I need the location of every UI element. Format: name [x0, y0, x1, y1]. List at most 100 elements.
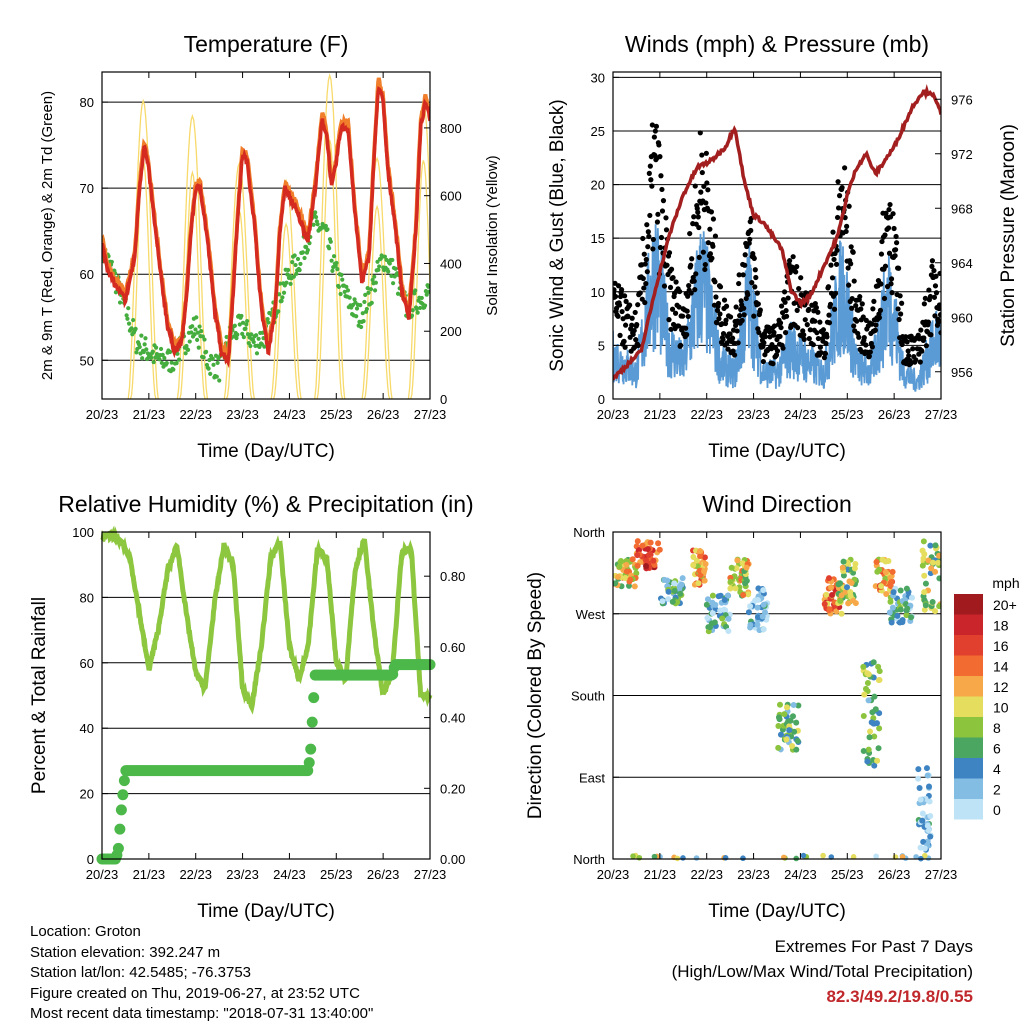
gust-point [935, 319, 941, 325]
direction-point [728, 564, 735, 571]
gust-point [888, 281, 894, 287]
y-tick-label: 100 [72, 525, 94, 540]
gust-point [729, 335, 736, 341]
dewpoint-point [201, 355, 206, 360]
dewpoint-point [410, 308, 415, 313]
x-tick-label: 21/23 [644, 867, 677, 882]
direction-point [821, 601, 828, 608]
direction-point [920, 838, 927, 845]
x-tick-label: 20/23 [86, 407, 119, 422]
direction-point [733, 565, 740, 572]
x-tick-label: 26/23 [878, 867, 911, 882]
gust-point [615, 283, 622, 289]
direction-point [760, 626, 767, 633]
direction-point [866, 734, 873, 741]
gust-point [723, 317, 729, 323]
gust-point [766, 329, 773, 335]
gust-point [742, 252, 748, 258]
direction-point [674, 599, 681, 606]
gust-point [698, 189, 704, 195]
direction-point [917, 796, 924, 803]
gust-point [755, 301, 761, 307]
gust-point [622, 344, 628, 350]
gust-point [782, 299, 788, 305]
legend-swatch [954, 717, 983, 738]
direction-point [639, 542, 646, 549]
gust-point [731, 340, 737, 346]
direction-point [760, 587, 767, 594]
gust-point [745, 292, 751, 298]
legend-label: 20+ [993, 597, 1017, 613]
dewpoint-point [211, 362, 216, 367]
gust-point [932, 283, 939, 289]
gust-point [931, 267, 937, 274]
direction-point [793, 719, 800, 726]
gust-point [897, 293, 903, 299]
direction-point [677, 590, 684, 597]
direction-point [932, 608, 939, 615]
dewpoint-point [162, 355, 167, 361]
gust-point [794, 307, 800, 313]
dewpoint-point [313, 215, 319, 220]
gust-point [778, 324, 784, 331]
dewpoint-point [336, 284, 342, 290]
dewpoint-point [373, 280, 378, 285]
gust-point [741, 312, 747, 318]
direction-point [725, 628, 732, 635]
gust-point [756, 329, 762, 335]
dewpoint-point [329, 258, 334, 263]
direction-point [701, 577, 708, 584]
gust-point [654, 219, 661, 225]
legend-swatch [954, 799, 983, 820]
dewpoint-point [297, 268, 302, 273]
gust-point [643, 256, 649, 263]
direction-point [727, 585, 734, 592]
direction-point [872, 706, 879, 713]
gust-point [896, 316, 902, 323]
gust-point [747, 236, 753, 242]
gust-point [773, 352, 780, 358]
direction-point [634, 538, 641, 545]
direction-point [760, 601, 767, 608]
dewpoint-point [176, 357, 182, 362]
dewpoint-point [393, 266, 398, 271]
gust-point [741, 305, 747, 311]
extremes-values: 82.3/49.2/19.8/0.55 [826, 987, 973, 1006]
gust-point [691, 214, 697, 220]
direction-point [826, 606, 833, 613]
gust-point [712, 233, 719, 239]
gust-point [787, 258, 793, 264]
y-tick-label: 80 [80, 95, 94, 110]
legend-label: 14 [993, 659, 1009, 675]
dewpoint-point [391, 281, 396, 286]
gust-point [780, 345, 786, 351]
dewpoint-point [415, 310, 420, 315]
sonic-wind-line [613, 224, 941, 392]
gust-point [906, 353, 912, 359]
dewpoint-point [153, 355, 158, 360]
gust-point [825, 284, 832, 290]
gust-point [795, 325, 801, 331]
gust-point [821, 355, 828, 361]
direction-point [860, 712, 867, 719]
gust-point [717, 311, 723, 317]
y2-tick-label: 800 [440, 121, 462, 136]
gust-point [720, 330, 727, 337]
direction-point [894, 612, 901, 619]
dewpoint-point [315, 222, 320, 227]
gust-point [886, 206, 892, 213]
direction-point [776, 701, 783, 708]
dewpoint-point [362, 299, 367, 305]
y-tick-label: 0 [598, 392, 605, 407]
dewpoint-point [195, 330, 201, 335]
gust-point [634, 322, 640, 328]
gust-point [826, 312, 832, 318]
gust-point [688, 290, 694, 296]
dewpoint-point [237, 322, 242, 327]
gust-point [762, 334, 768, 340]
direction-point [693, 855, 700, 861]
direction-point [754, 597, 761, 604]
dewpoint-point [154, 345, 159, 350]
gust-point [782, 329, 789, 336]
direction-point [627, 576, 634, 583]
